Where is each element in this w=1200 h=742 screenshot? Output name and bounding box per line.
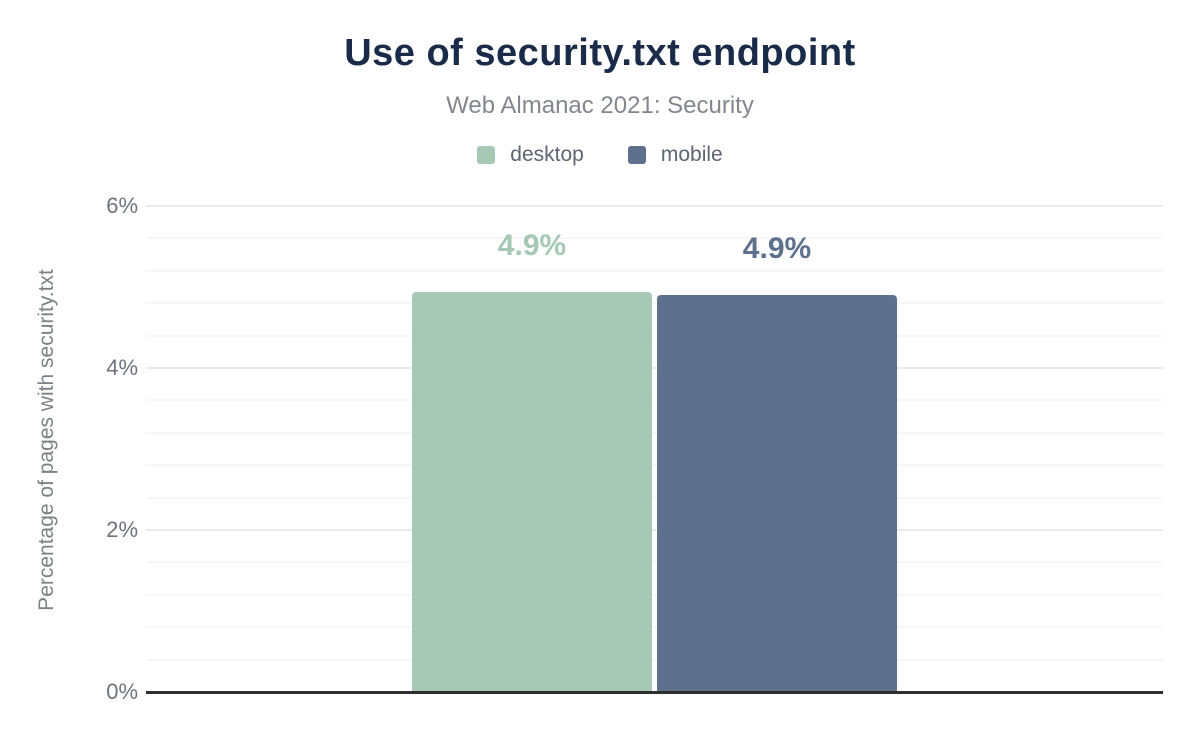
- mobile-bar[interactable]: [657, 295, 897, 692]
- major-gridline: [146, 367, 1163, 369]
- y-tick-label: 2%: [106, 517, 138, 542]
- mobile-value-label: 4.9%: [742, 232, 812, 266]
- minor-gridline: [146, 302, 1163, 305]
- minor-gridline: [146, 237, 1163, 240]
- minor-gridline: [146, 464, 1163, 467]
- desktop-value-label: 4.9%: [497, 228, 567, 262]
- desktop-bar[interactable]: [412, 291, 652, 692]
- minor-gridline: [146, 496, 1163, 499]
- minor-gridline: [146, 593, 1163, 596]
- minor-gridline: [146, 561, 1163, 564]
- y-tick-label: 4%: [106, 355, 138, 380]
- minor-gridline: [146, 431, 1163, 434]
- minor-gridline: [146, 334, 1163, 337]
- legend-label-desktop: desktop: [510, 143, 584, 166]
- legend-label-mobile: mobile: [660, 143, 723, 166]
- major-gridline: [146, 205, 1163, 207]
- legend-item-mobile: mobile: [627, 143, 723, 167]
- desktop-swatch-icon: [477, 146, 496, 164]
- chart-title: Use of security.txt endpoint: [344, 32, 856, 74]
- mobile-swatch-icon: [627, 146, 646, 164]
- legend-item-desktop: desktop: [477, 143, 584, 167]
- minor-gridline: [146, 626, 1163, 629]
- minor-gridline: [146, 658, 1163, 661]
- x-axis-line: [146, 691, 1163, 694]
- y-tick-label: 6%: [106, 193, 138, 218]
- chart-subtitle: Web Almanac 2021: Security: [446, 92, 754, 119]
- major-gridline: [146, 529, 1163, 531]
- legend: desktop mobile: [0, 143, 1200, 167]
- minor-gridline: [146, 269, 1163, 272]
- minor-gridline: [146, 399, 1163, 402]
- y-tick-label: 0%: [106, 679, 138, 704]
